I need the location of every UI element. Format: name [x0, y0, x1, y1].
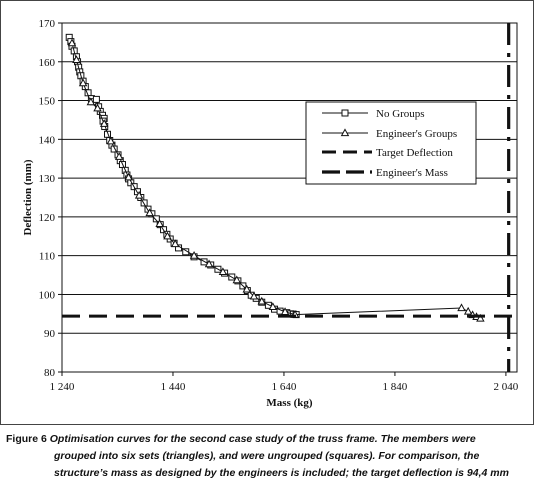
- plot-area-border: [61, 22, 518, 373]
- caption-line-2: grouped into six sets (triangles), and w…: [54, 450, 480, 462]
- axis-ticks: 80 90 100 110 120 130 140 150 160 170 1 240 1 440 1 …: [39, 18, 519, 393]
- y-tick-label: 90: [44, 328, 56, 340]
- square-marker: [152, 215, 160, 223]
- series-no-groups: [65, 33, 300, 319]
- triangle-marker: [257, 296, 267, 305]
- triangle-marker: [155, 219, 164, 227]
- x-tick-label: 1 640: [272, 381, 297, 393]
- triangle-marker: [218, 267, 228, 276]
- y-tick-label: 120: [39, 212, 56, 224]
- x-tick-label: 1 440: [161, 381, 186, 393]
- series-engineers-groups: [67, 38, 485, 322]
- legend-label: Engineer's Groups: [376, 128, 457, 140]
- triangle-marker: [232, 275, 242, 284]
- chart: 80 90 100 110 120 130 140 150 160 170 1 240 1 440 1 …: [22, 18, 519, 409]
- x-tick-label: 1 240: [50, 381, 75, 393]
- caption-line-3: structure’s mass as designed by the engi…: [54, 467, 509, 479]
- caption-line-1: Optimisation curves for the second case …: [49, 433, 476, 445]
- y-tick-label: 170: [39, 18, 56, 30]
- triangle-marker: [114, 152, 124, 160]
- triangle-marker: [145, 208, 154, 217]
- figure-caption: Figure 6 Optimisation curves for the sec…: [6, 431, 530, 482]
- triangle-marker: [204, 259, 214, 268]
- square-marker: [341, 109, 349, 117]
- no-groups-line: [68, 37, 297, 316]
- triangle-marker: [134, 190, 144, 199]
- figure-frame: 80 90 100 110 120 130 140 150 160 170 1 240 1 440 1 …: [0, 0, 534, 425]
- triangle-marker: [72, 55, 81, 63]
- triangle-marker: [340, 128, 350, 137]
- triangle-marker: [189, 251, 199, 259]
- triangle-marker: [67, 38, 77, 47]
- triangle-marker: [99, 119, 109, 127]
- y-tick-label: 160: [39, 57, 56, 69]
- legend-label: No Groups: [376, 108, 425, 120]
- y-axis-title: Deflection (mm): [22, 159, 34, 235]
- triangle-marker: [170, 239, 180, 248]
- triangle-marker: [163, 231, 172, 240]
- square-marker: [92, 95, 100, 103]
- triangle-marker: [93, 103, 102, 112]
- triangle-marker: [86, 97, 96, 106]
- triangle-marker: [457, 303, 466, 312]
- y-tick-label: 140: [39, 134, 56, 146]
- y-tick-label: 80: [44, 367, 56, 379]
- triangle-marker: [106, 136, 116, 145]
- triangle-marker: [242, 284, 252, 293]
- x-axis-title: Mass (kg): [266, 397, 312, 409]
- y-tick-label: 150: [39, 96, 56, 108]
- x-tick-label: 1 840: [383, 381, 408, 393]
- square-marker: [110, 145, 118, 153]
- legend-label: Engineer's Mass: [376, 167, 448, 179]
- y-tick-label: 100: [39, 289, 56, 301]
- legend: No Groups Engineer's Groups Target Deflect…: [305, 101, 477, 185]
- triangle-marker: [124, 172, 133, 181]
- triangle-marker: [78, 78, 88, 87]
- legend-box: [305, 101, 477, 185]
- x-tick-label: 2 040: [494, 381, 519, 393]
- triangle-marker: [476, 313, 485, 322]
- triangle-marker: [268, 302, 278, 310]
- y-tick-label: 110: [39, 251, 56, 263]
- series-layer: [65, 33, 485, 322]
- caption-label: Figure 6: [6, 433, 47, 445]
- y-tick-label: 130: [39, 173, 56, 185]
- triangle-marker: [463, 306, 473, 315]
- gridlines: [62, 61, 517, 334]
- reference-lines: [62, 23, 517, 372]
- triangle-marker: [280, 307, 290, 315]
- square-marker: [182, 248, 190, 256]
- legend-label: Target Deflection: [376, 147, 453, 159]
- triangle-marker: [249, 291, 259, 300]
